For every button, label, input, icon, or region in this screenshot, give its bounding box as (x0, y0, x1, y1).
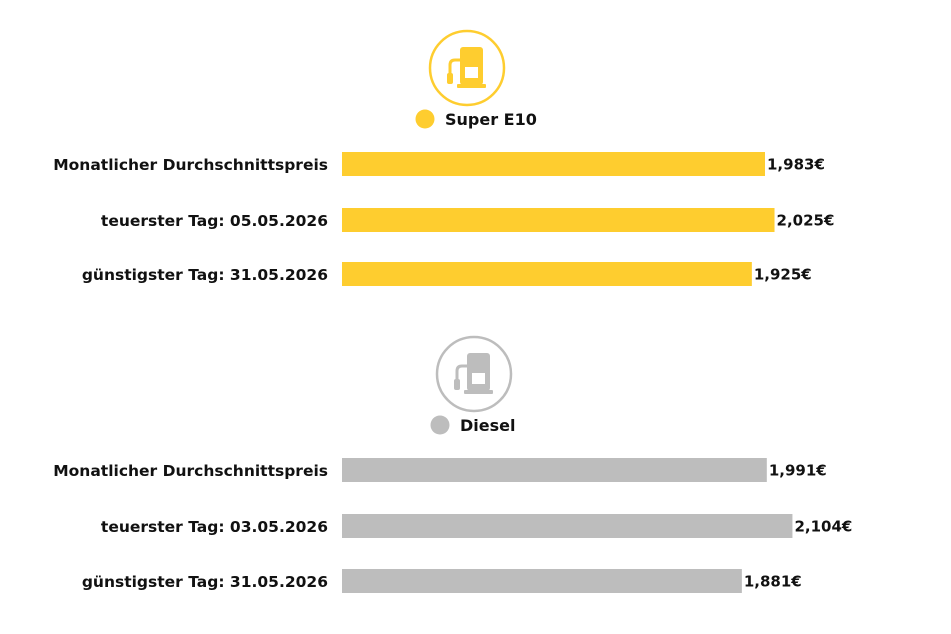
pump-nozzle (447, 73, 453, 84)
pump-base (457, 84, 486, 88)
category-label: günstigster Tag: 31.05.2026 (82, 266, 328, 284)
category-label: Monatlicher Durchschnittspreis (53, 462, 328, 480)
pump-nozzle (454, 379, 460, 390)
legend-swatch (430, 415, 450, 435)
legend-swatch (415, 109, 435, 129)
pump-window (465, 67, 478, 78)
bar (342, 514, 793, 538)
bar-row: teuerster Tag: 05.05.2026 2,025€ (101, 208, 835, 232)
bar (342, 458, 767, 482)
value-label: 1,881€ (744, 573, 802, 591)
pump-hose (448, 58, 462, 76)
value-label: 2,025€ (777, 212, 835, 230)
legend: Diesel (430, 415, 515, 435)
value-label: 1,991€ (769, 462, 827, 480)
legend-label: Diesel (460, 416, 515, 435)
category-label: günstigster Tag: 31.05.2026 (82, 573, 328, 591)
bar-row: günstigster Tag: 31.05.2026 1,925€ (82, 262, 812, 286)
chart-block-1: Super E10 Monatlicher Durchschnittspreis 1… (53, 29, 835, 286)
bar-row: günstigster Tag: 31.05.2026 1,881€ (82, 569, 802, 593)
value-label: 2,104€ (794, 518, 852, 536)
fuel-pump-shape (447, 47, 486, 88)
bar-row: Monatlicher Durchschnittspreis 1,983€ (53, 152, 825, 176)
bar (342, 262, 752, 286)
bar (342, 152, 765, 176)
pump-window (472, 373, 485, 384)
chart-block-2: Diesel Monatlicher Durchschnittspreis 1,99… (53, 335, 852, 593)
category-label: Monatlicher Durchschnittspreis (53, 156, 328, 174)
fuel-pump-icon (435, 335, 513, 413)
bar-row: Monatlicher Durchschnittspreis 1,991€ (53, 458, 827, 482)
value-label: 1,983€ (767, 156, 825, 174)
pump-hose (455, 364, 469, 382)
fuel-pump-shape (454, 353, 493, 394)
category-label: teuerster Tag: 05.05.2026 (101, 212, 328, 230)
pump-body (460, 47, 483, 85)
fuel-pump-icon (428, 29, 506, 107)
legend-label: Super E10 (445, 110, 537, 129)
bar (342, 208, 775, 232)
pump-base (464, 390, 493, 394)
category-label: teuerster Tag: 03.05.2026 (101, 518, 328, 536)
pump-body (467, 353, 490, 391)
value-label: 1,925€ (754, 266, 812, 284)
legend: Super E10 (415, 109, 537, 129)
bar-row: teuerster Tag: 03.05.2026 2,104€ (101, 514, 852, 538)
bar (342, 569, 742, 593)
